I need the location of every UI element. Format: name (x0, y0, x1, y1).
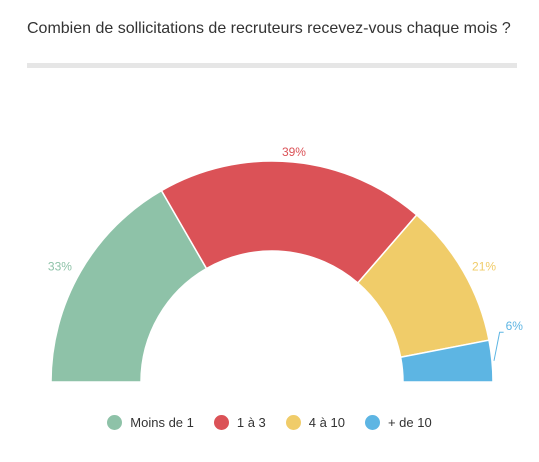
legend-swatch-moins-de-1 (107, 415, 123, 430)
slice-de-10[interactable] (399, 339, 494, 383)
legend-label-1-3: 1 à 3 (236, 415, 266, 430)
slice-1-3[interactable] (160, 160, 418, 285)
legend-swatch-4-10 (285, 415, 301, 430)
chart-title: Combien de sollicitations de recruteurs … (27, 20, 511, 37)
data-label-moins-de-1: 33% (48, 260, 72, 274)
legend-swatch-1-3 (213, 415, 229, 430)
legend-item-moins-de-1[interactable]: Moins de 1 (107, 415, 194, 430)
legend-swatch-de-10 (364, 415, 380, 430)
legend-item-1-3[interactable]: 1 à 3 (213, 415, 266, 430)
legend-label-de-10: + de 10 (387, 415, 432, 430)
legend-label-moins-de-1: Moins de 1 (130, 415, 194, 430)
leader-line-de-10 (493, 331, 504, 361)
title-divider (27, 63, 517, 68)
data-label-4-10: 21% (472, 260, 496, 274)
chart-legend: Moins de 1 1 à 3 4 à 10 + de 10 (0, 415, 539, 430)
legend-item-de-10[interactable]: + de 10 (364, 415, 432, 430)
data-label-de-10: 6% (506, 319, 524, 333)
legend-item-4-10[interactable]: 4 à 10 (285, 415, 345, 430)
legend-label-4-10: 4 à 10 (308, 415, 345, 430)
data-label-1-3: 39% (282, 145, 306, 159)
